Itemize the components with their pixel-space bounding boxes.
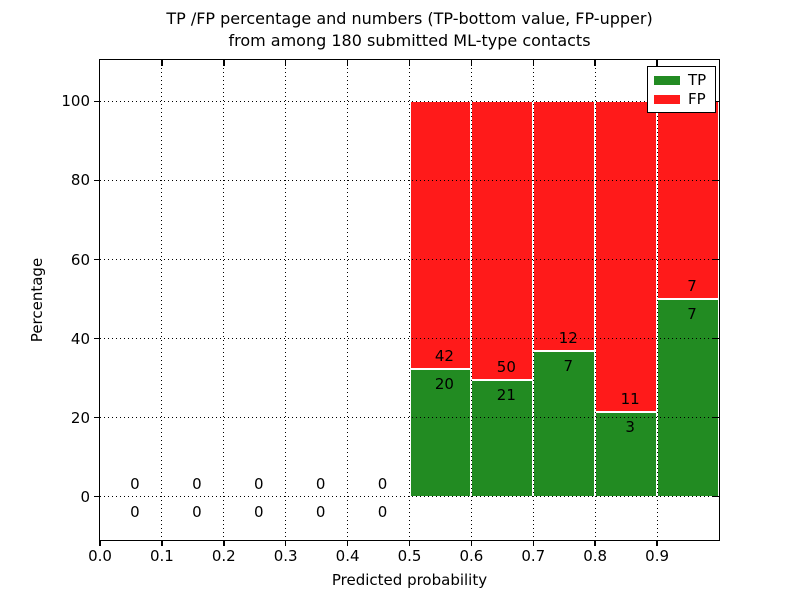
y-tick-mark [94, 416, 100, 419]
fp-count-label: 0 [130, 474, 140, 493]
tp-count-label: 0 [192, 502, 202, 521]
x-tick-mark-top [223, 60, 225, 66]
fp-count-label: 0 [377, 474, 388, 493]
y-tick-mark [94, 179, 100, 182]
fp-legend-label: FP [688, 90, 706, 108]
v-gridline [161, 60, 163, 540]
v-gridline [470, 60, 472, 540]
y-tick-mark [94, 495, 100, 498]
y-tick-label: 0 [80, 487, 90, 506]
x-tick-mark-top [408, 60, 411, 66]
fp-count-label: 50 [496, 357, 516, 376]
chart-title: TP /FP percentage and numbers (TP-bottom… [100, 8, 719, 52]
x-tick-mark [223, 540, 225, 546]
plot-area: 0 0 0 0 0 0 0 0 0 0 42 20 50 21 12 7 11 3 7 7 [100, 60, 719, 540]
v-gridline [532, 60, 534, 540]
x-tick-label: 0.7 [521, 547, 546, 565]
x-tick-label: 0.6 [459, 547, 484, 565]
x-tick-mark [408, 540, 411, 546]
tp-count-label: 0 [130, 502, 140, 521]
chart-title-line2: from among 180 submitted ML-type contact… [228, 31, 591, 50]
legend: TP FP [647, 66, 716, 113]
x-axis-label: Predicted probability [331, 571, 488, 589]
y-tick-label: 100 [61, 92, 90, 111]
legend-entry-tp: TP [654, 72, 709, 88]
x-tick-label: 0.3 [273, 547, 298, 565]
x-tick-label: 0.1 [149, 547, 174, 565]
x-tick-mark-top [594, 60, 596, 66]
x-tick-label: 0.0 [88, 547, 112, 565]
tp-legend-label: TP [688, 71, 707, 89]
tp-count-label: 0 [315, 502, 326, 521]
tp-count-label: 20 [434, 374, 454, 393]
x-tick-mark [346, 540, 349, 546]
x-tick-mark-top [284, 60, 287, 66]
x-tick-mark [99, 540, 101, 546]
tp-legend-swatch [654, 75, 680, 85]
v-gridline [409, 60, 410, 540]
fp-count-label: 0 [253, 474, 264, 493]
y-tick-label: 80 [70, 171, 90, 190]
fp-count-label: 0 [315, 474, 326, 493]
x-tick-mark-top [161, 60, 163, 66]
fp-bar-segment [533, 101, 596, 352]
x-tick-label: 0.5 [397, 547, 422, 565]
legend-entry-fp: FP [654, 91, 709, 107]
fp-count-label: 0 [192, 474, 202, 493]
fp-bar-segment [595, 101, 658, 412]
x-tick-mark [656, 540, 658, 546]
fp-count-label: 11 [620, 390, 640, 408]
x-tick-mark [532, 540, 535, 546]
x-tick-label: 0.4 [335, 547, 360, 565]
tp-count-label: 21 [496, 385, 516, 404]
v-gridline [594, 60, 596, 540]
fp-legend-swatch [654, 94, 680, 104]
y-tick-label: 40 [70, 329, 90, 348]
x-tick-mark-top [346, 60, 349, 66]
y-tick-label: 60 [70, 250, 90, 269]
y-tick-mark [94, 100, 100, 103]
fp-bar-segment [409, 101, 472, 369]
y-tick-mark-right [713, 337, 719, 340]
y-tick-label: 20 [70, 408, 90, 427]
fp-count-label: 42 [434, 346, 454, 365]
fp-count-label: 12 [558, 329, 578, 348]
y-tick-mark [94, 258, 100, 261]
y-tick-mark-right [713, 179, 719, 182]
tp-count-label: 0 [253, 502, 264, 521]
x-tick-label: 0.2 [211, 547, 236, 565]
x-tick-mark [284, 540, 287, 546]
x-tick-mark-top [656, 60, 658, 66]
chart-title-line1: TP /FP percentage and numbers (TP-bottom… [166, 9, 653, 28]
v-gridline [656, 60, 658, 540]
y-tick-mark-right [713, 100, 719, 103]
y-tick-mark-right [713, 416, 719, 419]
x-tick-mark [161, 540, 163, 546]
tp-bar-segment [471, 379, 534, 497]
tp-count-label: 7 [563, 357, 574, 376]
y-tick-mark [94, 337, 100, 340]
v-gridline [285, 60, 287, 540]
x-tick-label: 0.9 [645, 547, 670, 565]
x-tick-mark-top [532, 60, 535, 66]
y-tick-mark-right [713, 495, 719, 498]
tp-count-label: 0 [377, 502, 388, 521]
y-tick-mark-right [713, 258, 719, 261]
fp-count-label: 7 [687, 277, 697, 295]
v-gridline [347, 60, 349, 540]
x-tick-mark-top [470, 60, 473, 66]
x-tick-label: 0.8 [583, 547, 608, 565]
fp-bar-segment [657, 101, 719, 299]
tp-count-label: 3 [625, 418, 635, 436]
tp-bar-segment [657, 299, 719, 497]
v-gridline [223, 60, 225, 540]
x-tick-mark [594, 540, 596, 546]
x-tick-mark [470, 540, 473, 546]
tp-count-label: 7 [687, 305, 697, 323]
